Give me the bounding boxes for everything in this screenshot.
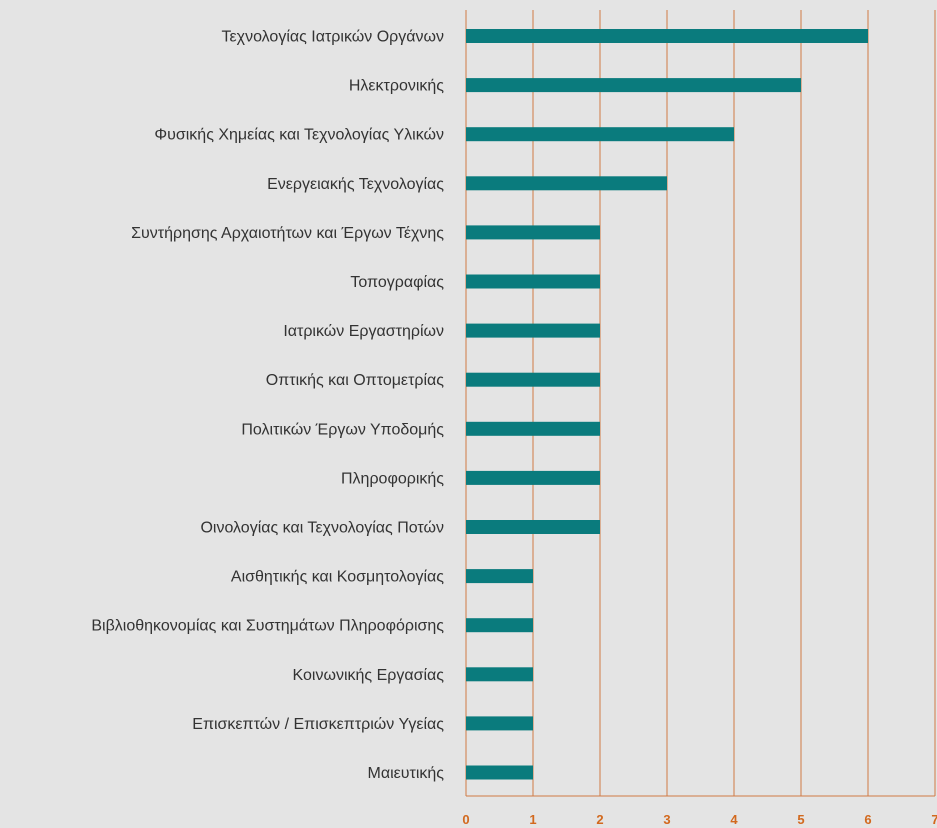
- bar: [466, 127, 734, 142]
- bar: [466, 29, 868, 43]
- bar: [466, 716, 533, 731]
- category-label: Πολιτικών Έργων Υποδομής: [241, 421, 444, 438]
- category-label: Τοπογραφίας: [350, 274, 444, 291]
- category-labels: Τεχνολογίας Ιατρικών Οργάνων Ηλεκτρονικής…: [91, 29, 444, 783]
- category-label: Ιατρικών Εργαστηρίων: [283, 323, 444, 340]
- category-label: Βιβλιοθηκονομίας και Συστημάτων Πληροφόρ…: [91, 618, 444, 635]
- x-tick-label: 1: [529, 812, 536, 827]
- bar: [466, 323, 600, 338]
- bar: [466, 274, 600, 289]
- category-label: Τεχνολογίας Ιατρικών Οργάνων: [222, 29, 444, 46]
- x-tick-label: 3: [663, 812, 670, 827]
- bar: [466, 225, 600, 240]
- category-label: Οινολογίας και Τεχνολογίας Ποτών: [200, 520, 444, 537]
- category-label: Μαιευτικής: [368, 765, 445, 782]
- bar: [466, 421, 600, 436]
- bar: [466, 372, 600, 387]
- bar: [466, 667, 533, 682]
- bar: [466, 78, 801, 93]
- bars: [466, 29, 868, 780]
- category-label: Επισκεπτών / Επισκεπτριών Υγείας: [192, 716, 444, 733]
- category-label: Ενεργειακής Τεχνολογίας: [267, 176, 444, 193]
- x-axis-ticks: 0 1 2 3 4 5 6 7: [462, 812, 937, 827]
- bar: [466, 470, 600, 485]
- category-label: Πληροφορικής: [341, 470, 444, 487]
- category-label: Ηλεκτρονικής: [349, 78, 444, 95]
- category-label: Συντήρησης Αρχαιοτήτων και Έργων Τέχνης: [131, 225, 444, 242]
- bar: [466, 765, 533, 780]
- x-tick-label: 7: [931, 812, 937, 827]
- bar: [466, 618, 533, 633]
- bar: [466, 569, 533, 584]
- x-tick-label: 2: [596, 812, 603, 827]
- category-label: Φυσικής Χημείας και Τεχνολογίας Υλικών: [154, 127, 444, 144]
- bar: [466, 520, 600, 534]
- category-label: Κοινωνικής Εργασίας: [293, 667, 445, 684]
- x-tick-label: 4: [730, 812, 738, 827]
- category-label: Αισθητικής και Κοσμητολογίας: [231, 569, 444, 586]
- bar: [466, 176, 667, 191]
- x-tick-label: 5: [797, 812, 804, 827]
- x-tick-label: 0: [462, 812, 469, 827]
- x-tick-label: 6: [864, 812, 871, 827]
- category-label: Οπτικής και Οπτομετρίας: [266, 372, 445, 389]
